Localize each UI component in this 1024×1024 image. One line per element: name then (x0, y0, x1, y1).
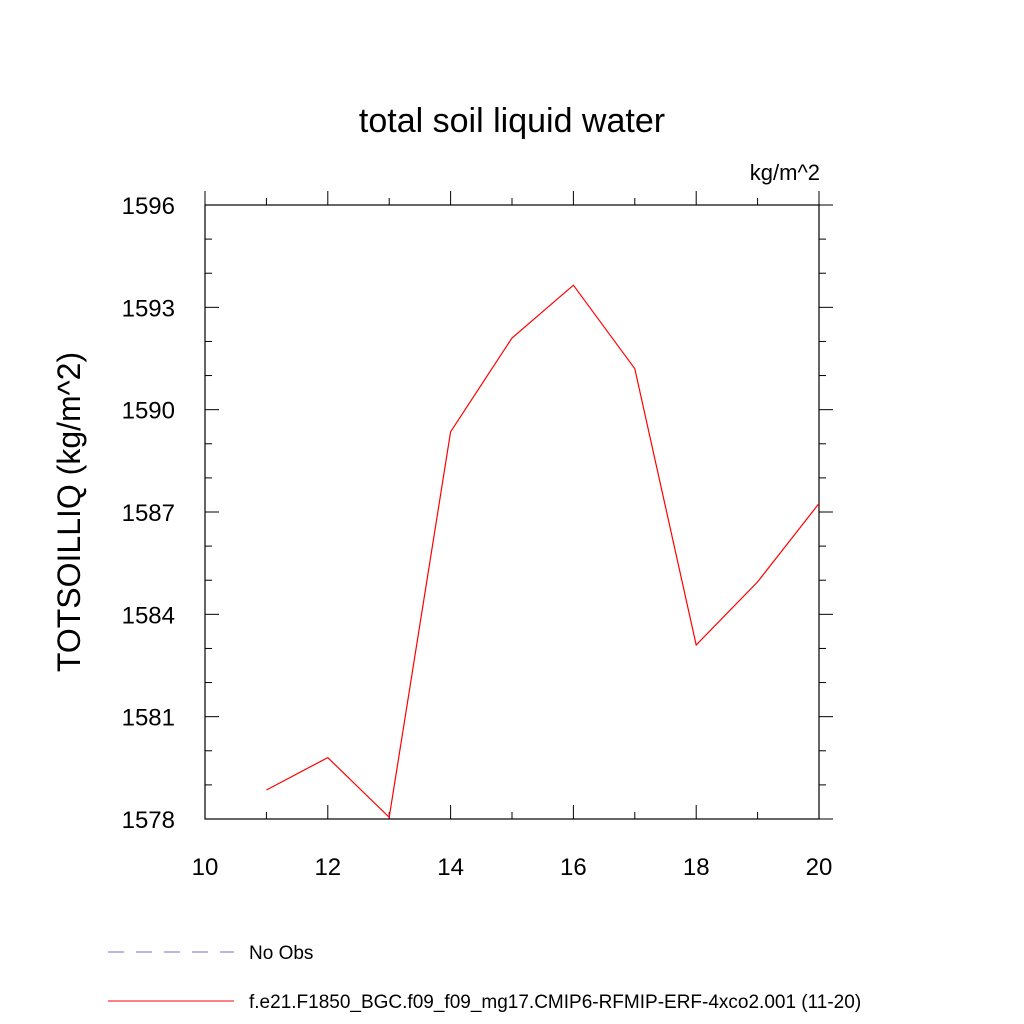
y-tick-labels: 1578 1581 1584 1587 1590 1593 1596 (122, 193, 175, 834)
y-tick-label: 1587 (122, 500, 175, 527)
y-tick-label: 1581 (122, 705, 175, 732)
tick-marks (204, 191, 833, 820)
x-tick-label: 16 (560, 854, 587, 881)
series-lines (266, 284, 820, 819)
x-tick-label: 10 (192, 854, 219, 881)
legend-label: f.e21.F1850_BGC.f09_f09_mg17.CMIP6-RFMIP… (249, 992, 861, 1013)
x-tick-label: 18 (683, 854, 710, 881)
chart-title: total soil liquid water (359, 102, 665, 140)
y-tick-label: 1584 (122, 602, 175, 629)
legend-label: No Obs (249, 943, 313, 964)
units-label: kg/m^2 (750, 160, 820, 185)
x-tick-label: 20 (806, 854, 833, 881)
x-tick-labels: 10 12 14 16 18 20 (192, 854, 833, 881)
y-tick-label: 1593 (122, 295, 175, 322)
x-tick-label: 12 (314, 854, 341, 881)
y-tick-label: 1596 (122, 193, 175, 220)
series-line-1 (266, 284, 820, 819)
plot-frame (204, 204, 820, 820)
y-tick-label: 1578 (122, 807, 175, 834)
y-axis-label: TOTSOILLIQ (kg/m^2) (51, 352, 87, 672)
x-tick-label: 14 (437, 854, 464, 881)
legend: No Obs f.e21.F1850_BGC.f09_f09_mg17.CMIP6… (108, 943, 861, 1013)
y-tick-label: 1590 (122, 398, 175, 425)
